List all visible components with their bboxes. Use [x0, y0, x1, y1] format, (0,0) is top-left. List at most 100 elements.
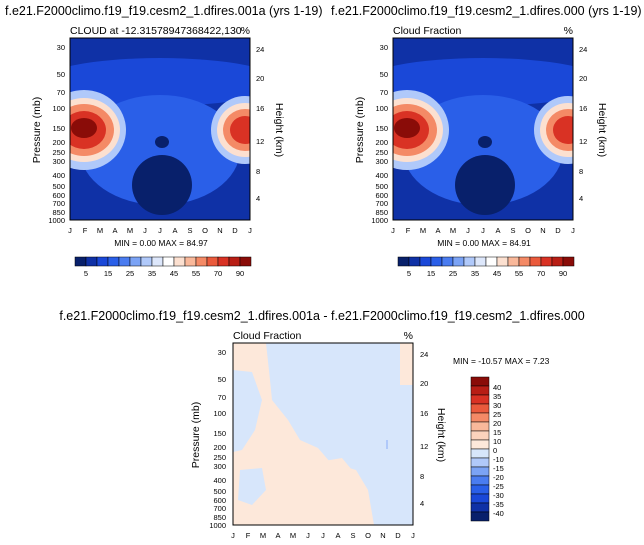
y-tick-label: 600 — [52, 191, 65, 200]
x-tick-label: N — [380, 531, 385, 540]
colorbar-swatch — [96, 256, 109, 267]
colorbar-label: 55 — [515, 269, 523, 278]
x-tick-label: M — [450, 226, 456, 235]
y-tick-label: 400 — [375, 171, 388, 180]
colorbar-swatch — [408, 256, 421, 267]
y2-axis-ticks: 24 20 16 12 8 4 — [256, 45, 264, 203]
colorbar-swatch — [485, 256, 498, 267]
colorbar-swatch — [470, 457, 490, 468]
field-band — [70, 58, 250, 106]
x-tick-label: F — [83, 226, 88, 235]
y-tick-label: 700 — [52, 199, 65, 208]
colorbar-swatch — [419, 256, 432, 267]
y-tick-label: 250 — [213, 453, 226, 462]
colorbar-label: 45 — [170, 269, 178, 278]
y2-tick-label: 16 — [579, 104, 587, 113]
field-negative-region — [238, 468, 266, 505]
y-tick-label: 300 — [52, 157, 65, 166]
y2-axis-label: Height (km) — [596, 103, 608, 157]
colorbar: 40 35 30 25 20 15 10 0 -10 -15 -20 -25 -… — [470, 376, 504, 522]
y2-tick-label: 24 — [579, 45, 587, 54]
colorbar-swatch — [474, 256, 487, 267]
colorbar-swatch — [470, 502, 490, 513]
colorbar-swatch — [470, 403, 490, 414]
field-max-region — [71, 118, 97, 138]
colorbar-swatch — [470, 394, 490, 405]
x-axis-ticks: J F M A M J J A S O N D J — [231, 531, 415, 540]
y2-tick-label: 4 — [579, 194, 583, 203]
colorbar-label: 15 — [104, 269, 112, 278]
y-tick-label: 200 — [52, 138, 65, 147]
colorbar-swatch — [470, 466, 490, 477]
colorbar-swatch — [195, 256, 208, 267]
y-tick-label: 850 — [213, 513, 226, 522]
y-tick-label: 70 — [380, 88, 388, 97]
plot-frame — [232, 342, 414, 526]
x-tick-label: D — [555, 226, 561, 235]
field-low-region — [155, 136, 169, 148]
x-tick-label: A — [335, 531, 340, 540]
x-tick-label: J — [306, 531, 310, 540]
x-tick-label: J — [321, 531, 325, 540]
panel-difference: f.e21.F2000climo.f19_f19.cesm2_1.dfires.… — [59, 309, 584, 540]
colorbar-label: 25 — [449, 269, 457, 278]
x-tick-label: J — [143, 226, 147, 235]
x-tick-label: A — [435, 226, 440, 235]
field-negative-cell — [386, 440, 388, 449]
colorbar-label: 90 — [236, 269, 244, 278]
panel-left-title: Cloud Fraction — [233, 330, 301, 342]
y-tick-label: 150 — [375, 124, 388, 133]
x-tick-label: O — [202, 226, 208, 235]
colorbar-swatch — [470, 421, 490, 432]
y-tick-label: 30 — [57, 43, 65, 52]
y2-tick-label: 12 — [256, 137, 264, 146]
colorbar-label: 35 — [493, 392, 501, 401]
colorbar: 5 15 25 35 45 55 70 90 — [74, 256, 252, 278]
colorbar-swatch — [470, 385, 490, 396]
colorbar-label: 0 — [493, 446, 497, 455]
y-tick-label: 50 — [380, 70, 388, 79]
y-tick-label: 500 — [52, 182, 65, 191]
colorbar-swatch — [470, 439, 490, 450]
colorbar-label: 45 — [493, 269, 501, 278]
colorbar-label: -35 — [493, 500, 504, 509]
y-tick-label: 600 — [375, 191, 388, 200]
y-tick-label: 850 — [52, 208, 65, 217]
y-tick-label: 1000 — [209, 521, 226, 530]
y2-axis-label: Height (km) — [273, 103, 285, 157]
y-tick-label: 300 — [375, 157, 388, 166]
y-tick-label: 50 — [218, 375, 226, 384]
y-tick-label: 300 — [213, 462, 226, 471]
colorbar-swatch — [107, 256, 120, 267]
colorbar-swatch — [562, 256, 575, 267]
y-tick-label: 200 — [213, 443, 226, 452]
y-tick-label: 500 — [213, 487, 226, 496]
x-tick-label: M — [290, 531, 296, 540]
panel-title: f.e21.F2000climo.f19_f19.cesm2_1.dfires.… — [331, 4, 642, 18]
colorbar-swatch — [397, 256, 410, 267]
plot-frame — [69, 37, 251, 221]
colorbar-swatch — [217, 256, 230, 267]
x-tick-label: J — [481, 226, 485, 235]
y-tick-label: 1000 — [371, 216, 388, 225]
y-axis-label: Pressure (mb) — [190, 402, 202, 469]
y-axis-ticks: 30 50 70 100 150 200 250 300 400 500 600… — [371, 43, 388, 225]
x-tick-label: M — [260, 531, 266, 540]
x-tick-label: N — [540, 226, 545, 235]
x-tick-label: J — [231, 531, 235, 540]
y2-tick-label: 20 — [579, 74, 587, 83]
colorbar-swatch — [540, 256, 553, 267]
y-tick-label: 1000 — [48, 216, 65, 225]
panel-units: % — [404, 330, 413, 342]
y-tick-label: 850 — [375, 208, 388, 217]
colorbar-label: 70 — [214, 269, 222, 278]
colorbar-label: 35 — [471, 269, 479, 278]
colorbar-swatch — [206, 256, 219, 267]
colorbar-swatch — [470, 493, 490, 504]
colorbar-swatch — [470, 484, 490, 495]
x-tick-label: O — [365, 531, 371, 540]
y-tick-label: 70 — [218, 393, 226, 402]
y2-tick-label: 8 — [579, 167, 583, 176]
colorbar-swatch — [151, 256, 164, 267]
y-tick-label: 70 — [57, 88, 65, 97]
